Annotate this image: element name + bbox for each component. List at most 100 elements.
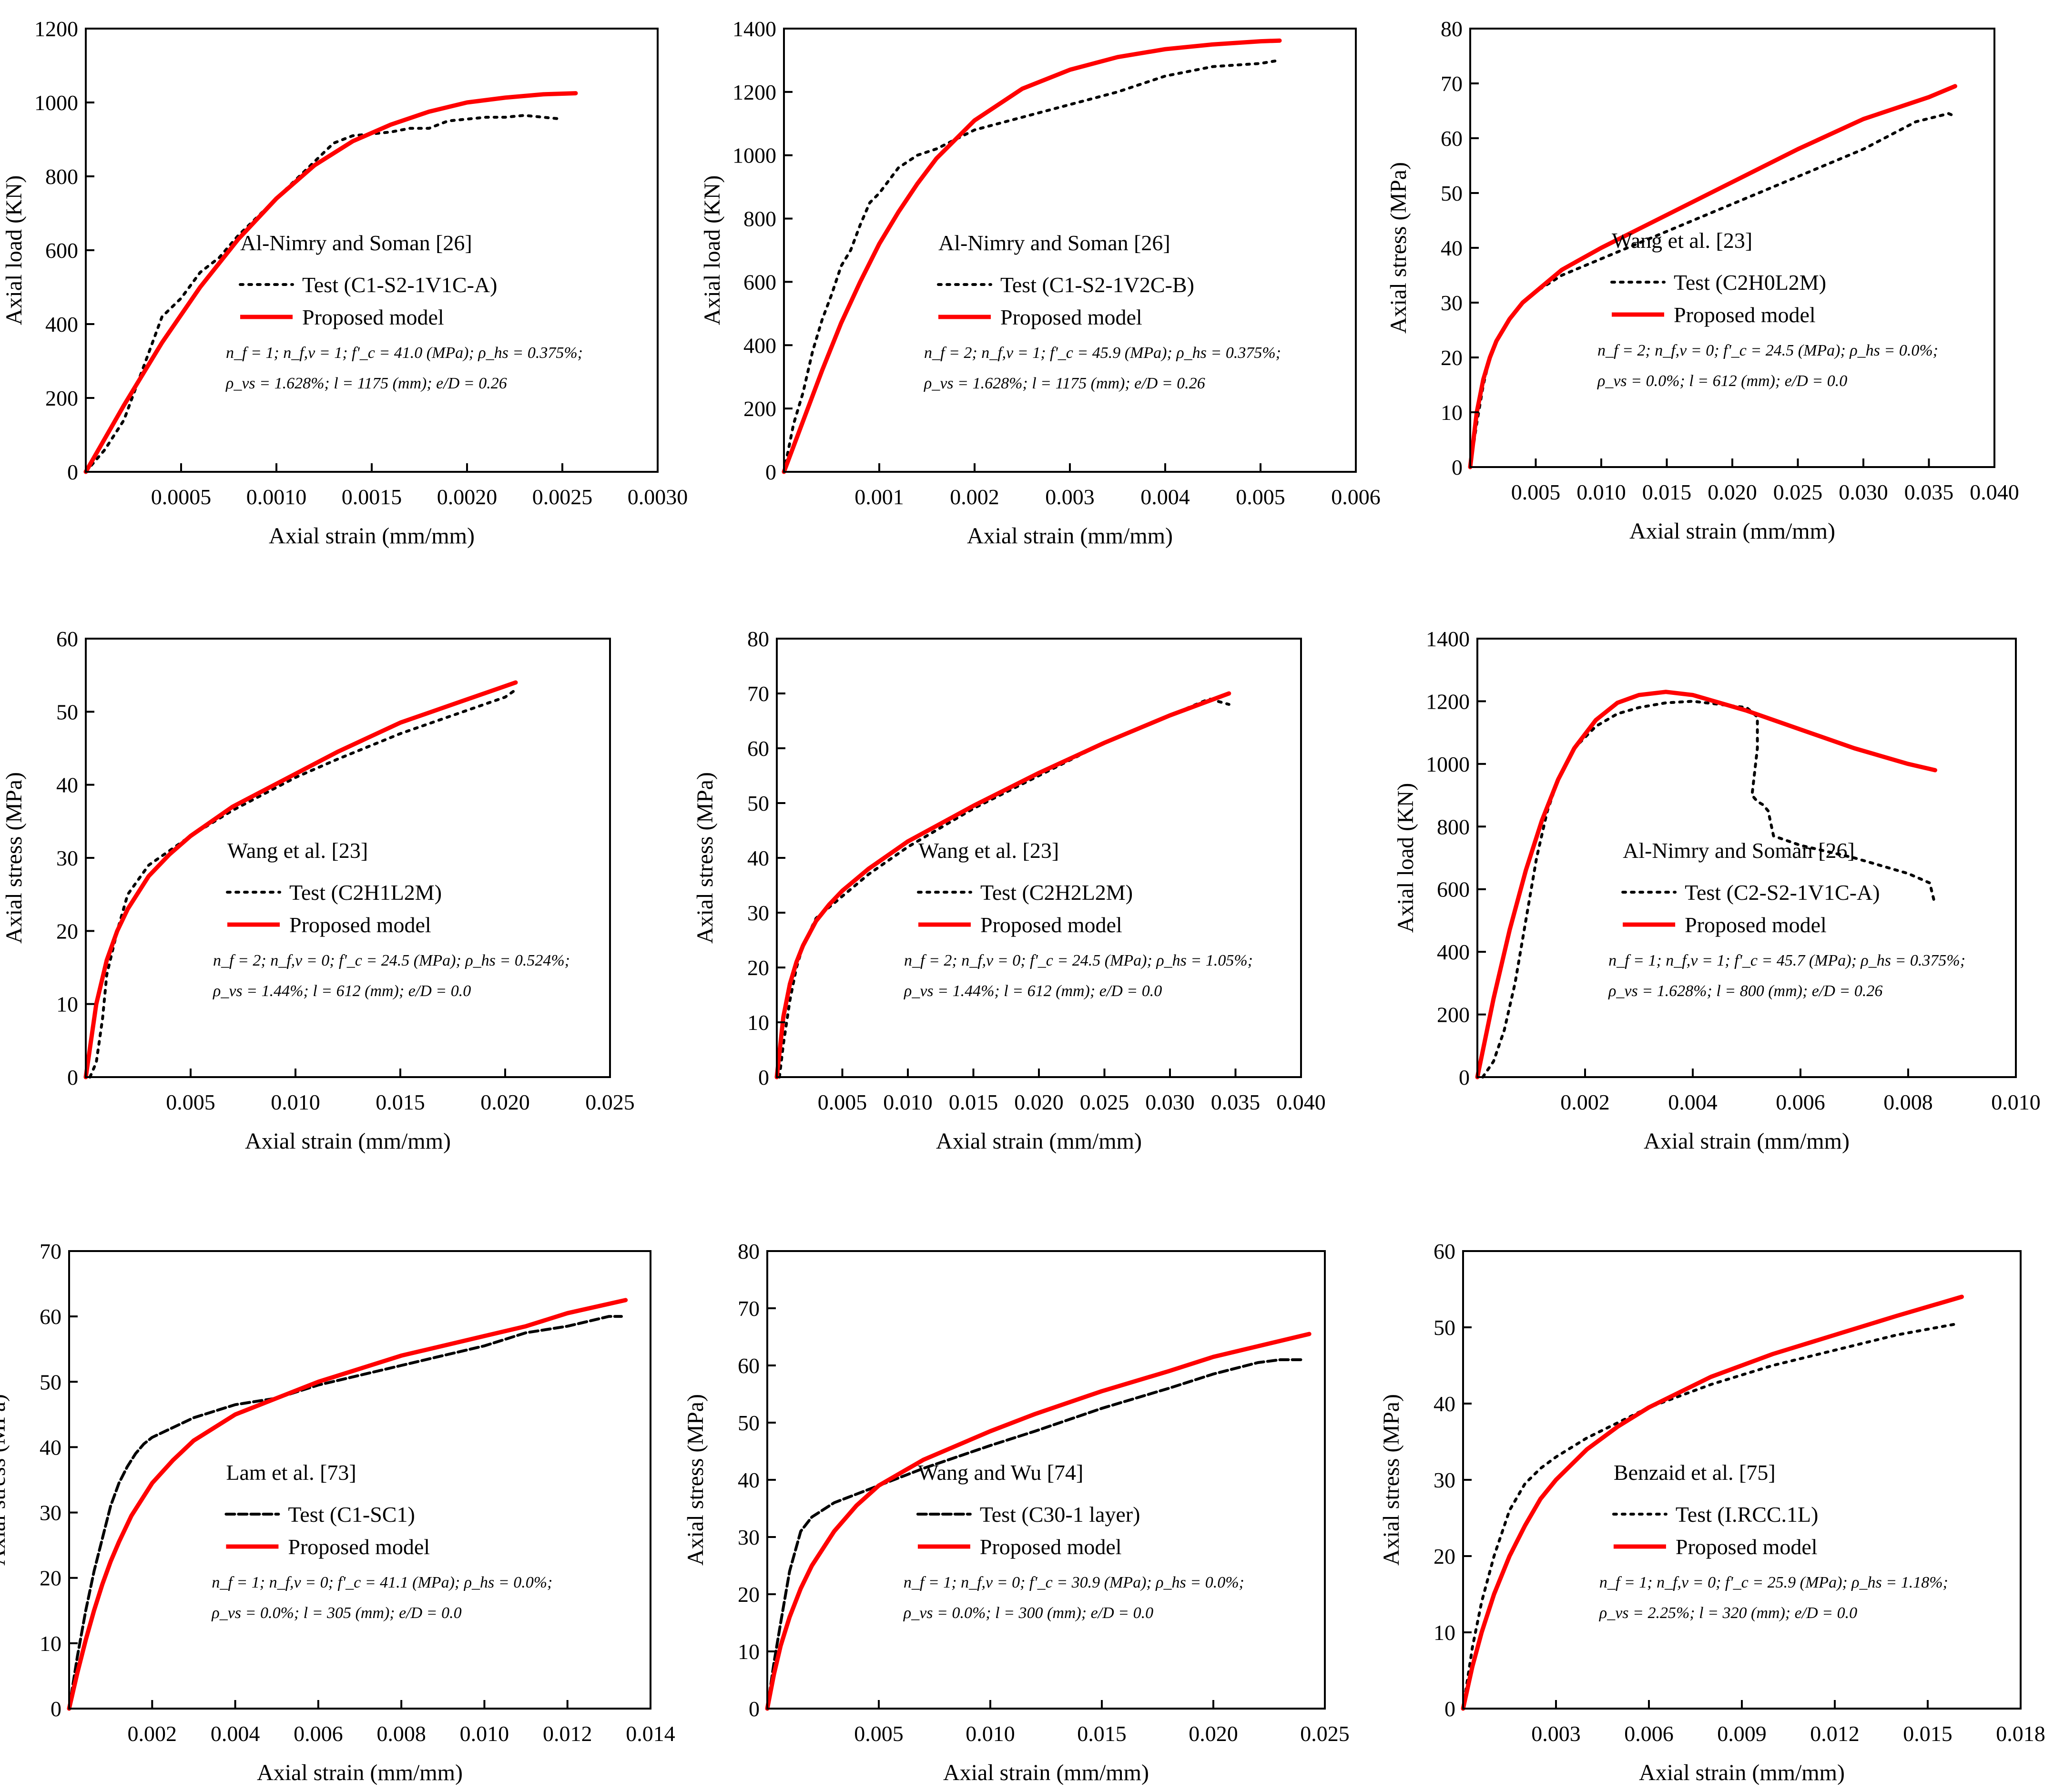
x-tick-label: 0.005 <box>854 1721 904 1746</box>
parameter-line-2: ρ_vs = 1.44%; l = 612 (mm); e/D = 0.0 <box>213 982 471 1000</box>
x-axis-label: Axial strain (mm/mm) <box>1644 1129 1850 1154</box>
parameter-line-2: ρ_vs = 1.628%; l = 1175 (mm); e/D = 0.26 <box>924 375 1205 392</box>
chart-panel-2: 0.001 0.002 0.003 0.004 0.005 0.006 0 200 400 600… <box>700 17 1381 549</box>
legend-model-label: Proposed model <box>980 1535 1122 1559</box>
x-tick-label: 0.010 <box>966 1721 1015 1746</box>
y-tick-label: 400 <box>45 312 78 336</box>
test-curve <box>1481 700 1937 1079</box>
x-tick-label: 0.030 <box>1145 1090 1195 1114</box>
x-tick-label: 0.030 <box>1839 480 1888 504</box>
y-tick-label: 60 <box>56 627 78 651</box>
y-tick-label: 70 <box>747 682 769 706</box>
legend-model-label: Proposed model <box>980 913 1122 937</box>
y-tick-label: 600 <box>743 270 776 294</box>
parameter-line-1: n_f = 2; n_f,v = 0; f'_c = 24.5 (MPa); ρ… <box>904 952 1253 969</box>
model-curve <box>83 680 518 1079</box>
legend-title: Wang et al. [23] <box>918 838 1059 863</box>
y-tick-label: 0 <box>1452 455 1463 479</box>
model-curve <box>83 91 578 474</box>
y-tick-label: 10 <box>738 1639 760 1664</box>
x-tick-label: 0.020 <box>1708 480 1757 504</box>
legend-title: Al-Nimry and Soman [26] <box>1623 838 1855 863</box>
y-tick-label: 40 <box>747 846 769 870</box>
x-tick-label: 0.0030 <box>628 485 688 509</box>
y-tick-label: 200 <box>45 386 78 410</box>
x-tick-label: 0.005 <box>166 1090 215 1114</box>
x-axis-label: Axial strain (mm/mm) <box>269 523 475 549</box>
x-tick-label: 0.010 <box>1991 1090 2041 1114</box>
y-tick-label: 50 <box>1441 181 1463 205</box>
y-tick-label: 80 <box>747 627 769 651</box>
y-tick-label: 50 <box>738 1411 760 1435</box>
model-curve <box>765 1332 1312 1711</box>
x-axis-label: Axial strain (mm/mm) <box>257 1760 463 1785</box>
legend-title: Benzaid et al. [75] <box>1614 1460 1776 1485</box>
y-tick-label: 70 <box>738 1296 760 1321</box>
y-tick-label: 40 <box>1441 236 1463 260</box>
y-tick-label: 1200 <box>34 17 78 41</box>
y-tick-label: 30 <box>56 846 78 870</box>
parameter-line-2: ρ_vs = 1.628%; l = 1175 (mm); e/D = 0.26 <box>225 375 507 392</box>
y-tick-label: 1000 <box>732 143 776 168</box>
parameter-line-1: n_f = 1; n_f,v = 0; f'_c = 30.9 (MPa); ρ… <box>904 1574 1244 1591</box>
y-axis-label: Axial stress (MPa) <box>1379 1394 1404 1566</box>
legend-model-label: Proposed model <box>1685 913 1827 937</box>
y-tick-label: 20 <box>738 1582 760 1607</box>
legend-title: Wang and Wu [74] <box>918 1460 1083 1485</box>
x-tick-label: 0.020 <box>1189 1721 1238 1746</box>
legend-title: Al-Nimry and Soman [26] <box>938 231 1170 255</box>
x-tick-label: 0.035 <box>1211 1090 1261 1114</box>
y-tick-label: 200 <box>743 397 776 421</box>
x-tick-label: 0.012 <box>1810 1721 1860 1746</box>
x-tick-label: 0.002 <box>1560 1090 1610 1114</box>
x-tick-label: 0.040 <box>1970 480 2019 504</box>
legend-test-label: Test (C2H0L2M) <box>1674 270 1826 295</box>
model-curve <box>782 38 1282 474</box>
y-tick-label: 30 <box>1434 1468 1455 1492</box>
y-tick-label: 200 <box>1437 1003 1470 1027</box>
parameter-line-1: n_f = 2; n_f,v = 1; f'_c = 45.9 (MPa); ρ… <box>924 344 1281 362</box>
x-tick-label: 0.025 <box>1300 1721 1350 1746</box>
x-tick-label: 0.005 <box>1511 480 1561 504</box>
y-tick-label: 800 <box>743 207 776 231</box>
x-tick-label: 0.009 <box>1717 1721 1767 1746</box>
y-axis-label: Axial stress (MPa) <box>1 772 27 944</box>
x-tick-label: 0.014 <box>626 1721 675 1746</box>
x-tick-label: 0.015 <box>1077 1721 1127 1746</box>
y-tick-label: 30 <box>1441 291 1463 315</box>
chart-panel-8: 0.005 0.010 0.015 0.020 0.025 0 10 20 30 40 50 60 70… <box>683 1239 1350 1785</box>
y-tick-label: 60 <box>738 1354 760 1378</box>
x-tick-label: 0.015 <box>1903 1721 1952 1746</box>
y-tick-label: 1400 <box>732 17 776 41</box>
y-tick-label: 0 <box>765 460 776 484</box>
x-tick-label: 0.0015 <box>342 485 402 509</box>
x-tick-label: 0.006 <box>294 1721 343 1746</box>
legend-test-label: Test (I.RCC.1L) <box>1676 1502 1819 1527</box>
y-axis-label: Axial stress (MPa) <box>692 772 718 944</box>
legend-model-label: Proposed model <box>1674 303 1816 327</box>
y-tick-label: 40 <box>56 773 78 797</box>
x-tick-label: 0.006 <box>1331 485 1381 509</box>
x-tick-label: 0.020 <box>1014 1090 1064 1114</box>
y-axis-label: Axial stress (MPa) <box>0 1394 10 1566</box>
x-tick-label: 0.010 <box>460 1721 509 1746</box>
x-axis-label: Axial strain (mm/mm) <box>1629 519 1835 544</box>
x-tick-label: 0.025 <box>1080 1090 1129 1114</box>
test-curve <box>84 114 564 473</box>
x-tick-label: 0.010 <box>1576 480 1626 504</box>
y-tick-label: 20 <box>1434 1544 1455 1568</box>
y-tick-label: 30 <box>747 901 769 925</box>
y-tick-label: 0 <box>51 1697 61 1721</box>
parameter-line-1: n_f = 2; n_f,v = 0; f'_c = 24.5 (MPa); ρ… <box>213 952 570 969</box>
y-axis-label: Axial stress (MPa) <box>1386 162 1411 334</box>
test-curve <box>88 688 517 1079</box>
legend-title: Lam et al. [73] <box>226 1460 356 1485</box>
legend-model-label: Proposed model <box>288 1535 430 1559</box>
y-axis-label: Axial load (KN) <box>1393 783 1418 933</box>
y-tick-label: 1000 <box>1426 752 1470 776</box>
y-tick-label: 10 <box>56 992 78 1017</box>
y-tick-label: 60 <box>40 1304 61 1329</box>
y-tick-label: 1000 <box>34 91 78 115</box>
y-tick-label: 60 <box>747 736 769 761</box>
x-tick-label: 0.004 <box>1140 485 1190 509</box>
